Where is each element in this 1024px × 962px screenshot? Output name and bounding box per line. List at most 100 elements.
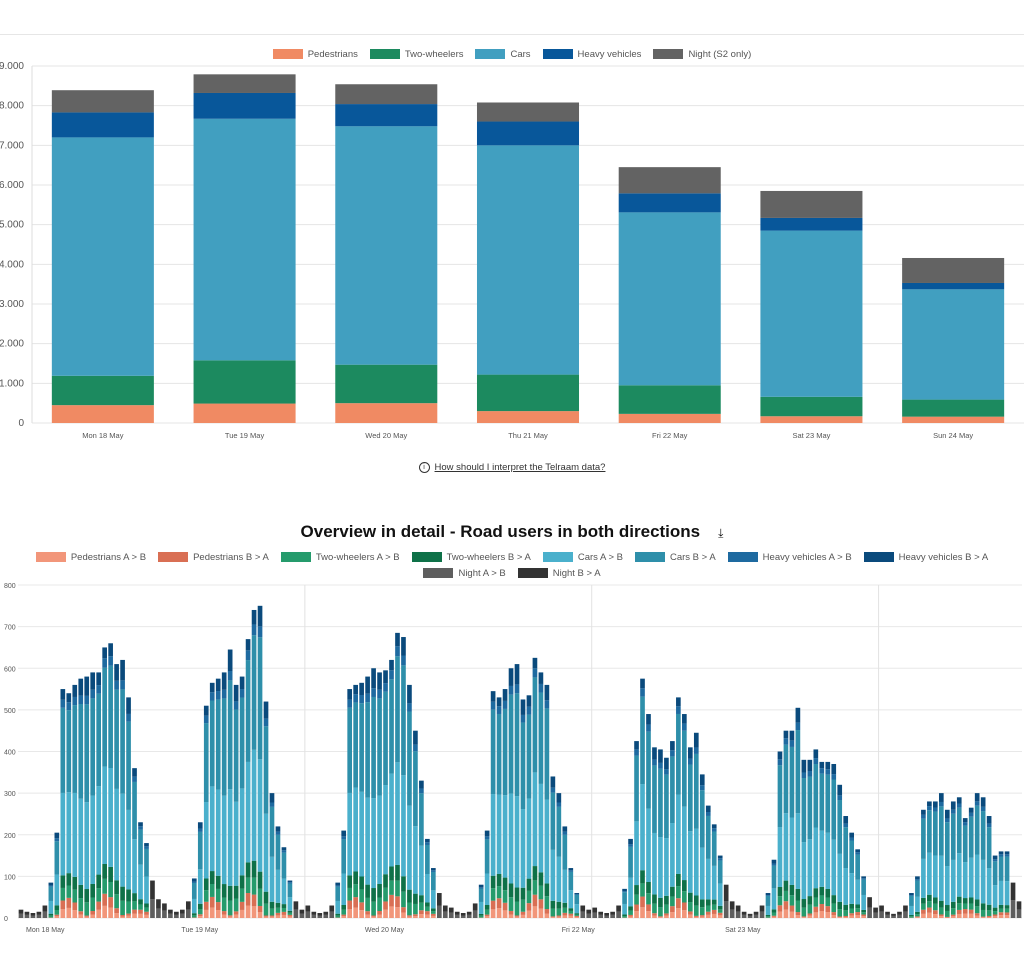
chart2-bar-segment	[287, 910, 293, 913]
chart1-bar-segment	[51, 375, 154, 406]
chart1-legend-item[interactable]: Cars	[475, 46, 531, 62]
chart2-bar-segment	[915, 916, 920, 918]
chart2-bar-segment	[209, 883, 215, 897]
chart2-bar-segment	[711, 865, 717, 900]
chart2-bar-segment	[371, 688, 376, 697]
chart2-bar-segment	[317, 915, 323, 918]
chart2-bar-segment	[699, 899, 705, 908]
chart2-bar-segment	[574, 915, 580, 917]
chart2-bar-segment	[711, 831, 717, 866]
chart1-legend-item[interactable]: Two-wheelers	[369, 46, 463, 62]
chart2-bar-segment	[568, 870, 574, 872]
chart2-bar-segment	[693, 895, 699, 906]
chart2-legend-item[interactable]: Pedestrians B > A	[158, 549, 269, 565]
chart2-bar-segment	[938, 855, 944, 901]
chart2-bar-segment	[956, 896, 962, 904]
chart2-legend-item[interactable]: Heavy vehicles B > A	[863, 549, 988, 565]
chart2-bar-segment	[658, 762, 663, 769]
chart2-bar-segment	[980, 903, 986, 910]
chart2-bar-segment	[66, 710, 72, 793]
chart2-bar-segment	[747, 913, 753, 916]
hourly-chart-svg: 0 100 200 300 400 500 600 700 800 Mon 18 May Tue 1…	[4, 583, 1022, 934]
chart2-bar-segment	[120, 793, 125, 887]
chart2-legend-item[interactable]: Night A > B	[423, 565, 506, 581]
chart2-bar-segment	[502, 877, 508, 891]
chart2-bar-segment	[425, 844, 430, 874]
download-icon[interactable]: ⤓	[718, 526, 724, 540]
chart2-bar-segment	[209, 692, 215, 701]
chart1-legend-item[interactable]: Pedestrians	[272, 46, 358, 62]
chart2-bar-segment	[974, 915, 980, 918]
chart2-legend-item[interactable]: Pedestrians A > B	[35, 549, 146, 565]
chart2-bar-segment	[377, 795, 382, 884]
chart2-bar-segment	[78, 914, 84, 918]
chart2-bar-segment	[652, 915, 657, 918]
chart2-bar-segment	[502, 902, 508, 911]
chart2-bar-segment	[72, 889, 78, 903]
chart1-legend-item[interactable]: Heavy vehicles	[542, 46, 641, 62]
chart2-bar-segment	[395, 656, 400, 763]
chart2-bar-segment	[544, 684, 550, 701]
chart2-bar-segment	[783, 813, 789, 881]
chart1-bar-segment	[193, 360, 296, 404]
chart2-bar-segment	[950, 859, 956, 902]
hourly-stacked-chart: 0 100 200 300 400 500 600 700 800 Mon 18 May Tue 1…	[0, 545, 1024, 945]
chart2-bar-segment	[968, 903, 974, 910]
interpret-data-link-text[interactable]: How should I interpret the Telraam data?	[434, 462, 606, 474]
chart1-bar-segment	[476, 411, 580, 423]
chart2-bar-segment	[813, 906, 819, 913]
chart2-bar-segment	[861, 909, 866, 913]
chart2-bar-segment	[998, 912, 1004, 916]
chart2-bar-segment	[819, 761, 825, 769]
interpret-data-link[interactable]: i How should I interpret the Telraam data…	[0, 462, 1024, 473]
chart2-bar-segment	[108, 643, 113, 657]
chart2-bar-segment	[341, 904, 347, 910]
chart2-bar-segment	[807, 913, 813, 916]
chart2-bar-segment	[245, 650, 251, 661]
chart2-bar-segment	[544, 799, 550, 884]
chart2-bar-segment	[956, 803, 962, 808]
chart2-bar-segment	[120, 680, 125, 690]
chart2-bar-segment	[998, 880, 1004, 905]
chart2-legend-item[interactable]: Two-wheelers A > B	[280, 549, 400, 565]
chart2-bar-segment	[305, 911, 311, 918]
chart2-bar-segment	[574, 894, 580, 895]
chart2-bar-segment	[96, 693, 102, 787]
chart1-legend: Pedestrians Two-wheelers Cars Heavy vehicle…	[0, 46, 1024, 62]
chart2-legend-item[interactable]: Heavy vehicles A > B	[727, 549, 852, 565]
chart2-bar-segment	[699, 916, 705, 918]
chart2-bar-segment	[974, 913, 980, 916]
chart2-bar-segment	[652, 894, 657, 904]
chart2-bar-segment	[837, 800, 843, 854]
chart1-legend-item[interactable]: Night (S2 only)	[653, 46, 751, 62]
chart2-bar-segment	[1004, 908, 1010, 913]
chart2-bar-segment	[520, 809, 526, 888]
chart2-bar-segment	[335, 886, 341, 901]
chart2-bar-segment	[215, 789, 221, 876]
chart2-bar-segment	[257, 905, 263, 912]
chart2-bar-segment	[347, 887, 353, 901]
chart2-bar-segment	[944, 822, 950, 867]
chart2-bar-segment	[980, 916, 986, 918]
chart2-bar-segment	[819, 773, 825, 831]
chart2-bar-segment	[664, 915, 669, 918]
chart2-bar-segment	[269, 908, 275, 916]
chart2-bar-segment	[998, 908, 1004, 913]
chart2-bar-segment	[425, 842, 430, 845]
chart2-bar-segment	[138, 826, 143, 830]
chart2-bar-segment	[36, 914, 42, 918]
chart2-legend-item[interactable]: Cars A > B	[542, 549, 623, 565]
chart2-bar-segment	[652, 913, 657, 916]
chart2-bar-segment	[544, 896, 550, 910]
chart2-bar-segment	[156, 908, 161, 918]
chart2-bar-segment	[257, 759, 263, 872]
chart2-legend-item[interactable]: Cars B > A	[634, 549, 716, 565]
chart2-bar-segment	[263, 813, 269, 892]
chart2-legend-item[interactable]: Two-wheelers B > A	[411, 549, 531, 565]
chart2-bar-segment	[401, 876, 406, 892]
chart2-bar-segment	[843, 816, 849, 824]
chart2-bar-segment	[592, 912, 598, 918]
chart2-bar-segment	[466, 914, 472, 918]
chart2-bar-segment	[532, 677, 538, 773]
chart2-legend-item[interactable]: Night B > A	[517, 565, 601, 581]
